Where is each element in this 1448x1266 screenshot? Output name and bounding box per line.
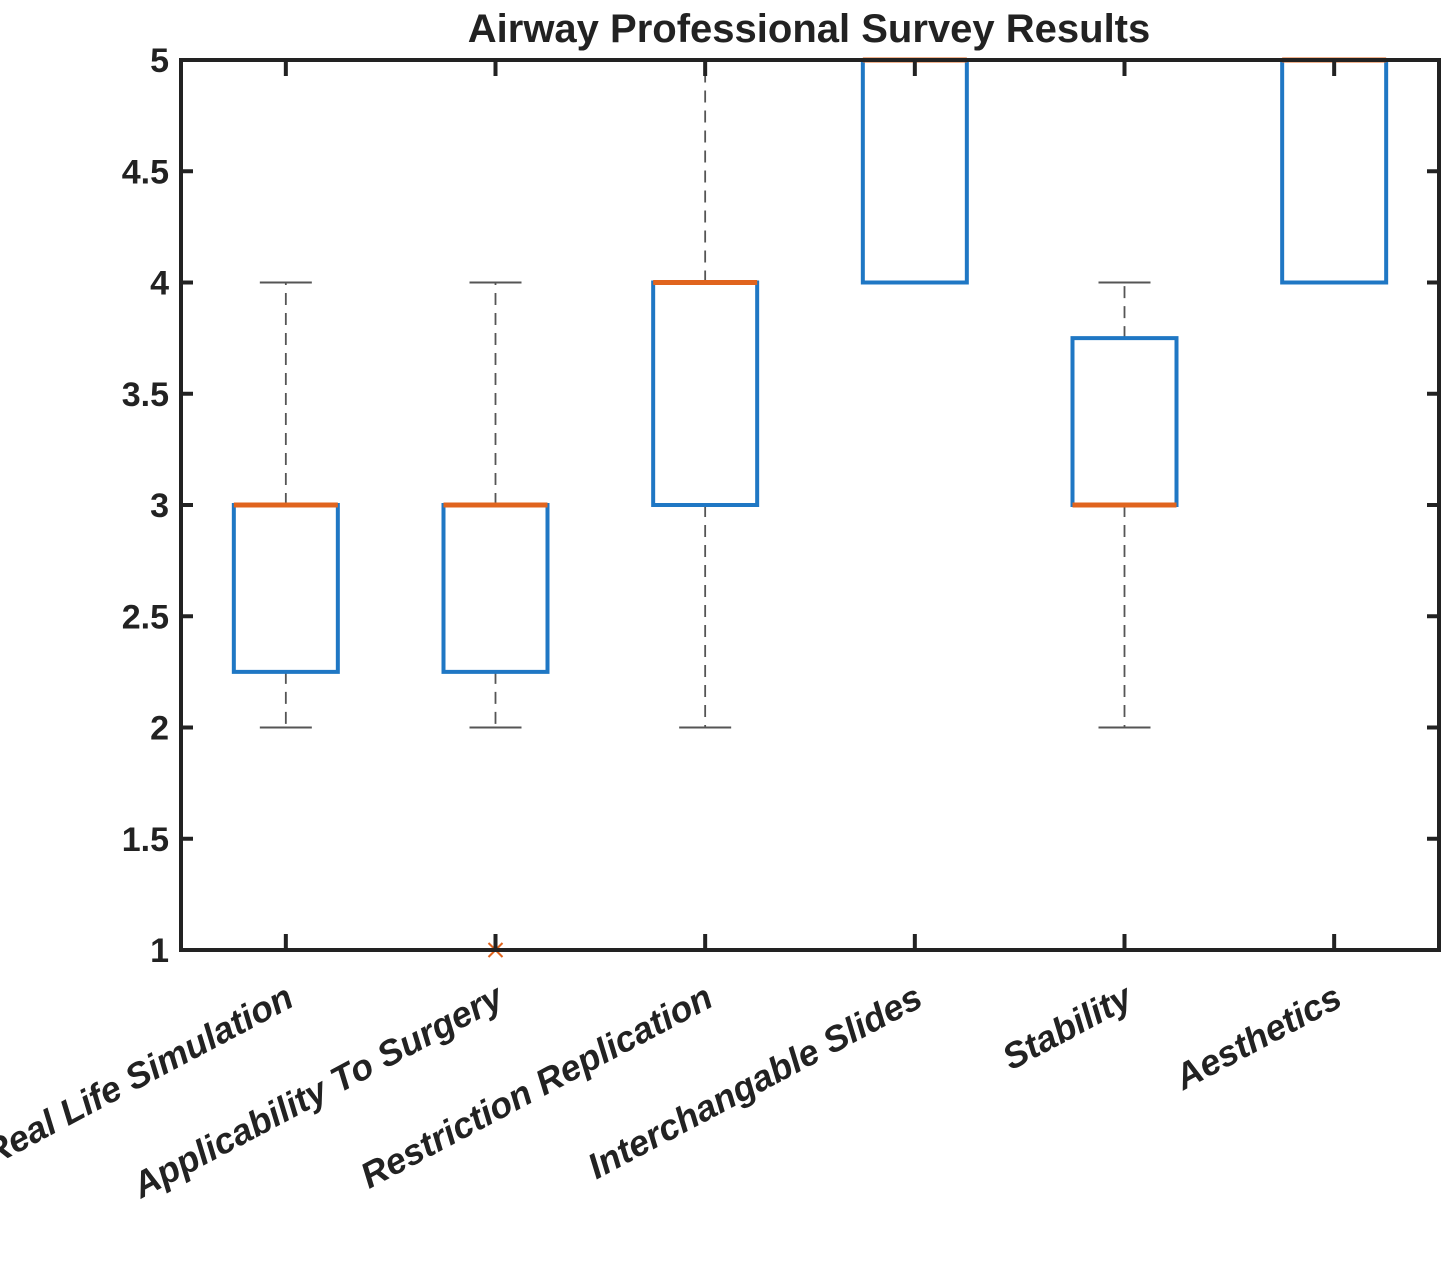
y-tick-label: 3.5 xyxy=(122,376,169,414)
chart-title: Airway Professional Survey Results xyxy=(468,7,1151,51)
plot-frame xyxy=(179,58,1441,952)
y-tick-label: 2 xyxy=(150,710,169,748)
box-iqr xyxy=(441,503,550,674)
y-tick-label: 2.5 xyxy=(122,598,169,636)
x-category-label: Restriction Replication xyxy=(354,976,719,1196)
y-tick-label: 1.5 xyxy=(122,821,169,859)
box-iqr xyxy=(651,280,760,507)
box-iqr xyxy=(1070,336,1179,507)
y-tick-label: 1 xyxy=(150,932,169,970)
x-category-label: Aesthetics xyxy=(1167,976,1348,1098)
y-tick-label: 4.5 xyxy=(122,153,169,191)
chart-marks xyxy=(231,57,1389,958)
box-iqr xyxy=(1280,58,1389,285)
y-tick-label: 5 xyxy=(150,42,169,80)
y-tick-label: 3 xyxy=(150,487,169,525)
x-category-label: Applicability To Surgery xyxy=(125,975,511,1206)
y-tick-label: 4 xyxy=(150,265,169,303)
box-iqr xyxy=(231,503,340,674)
x-category-label: Stability xyxy=(995,975,1140,1078)
x-category-label: Interchangable Slides xyxy=(581,976,929,1187)
box-iqr xyxy=(860,58,969,285)
